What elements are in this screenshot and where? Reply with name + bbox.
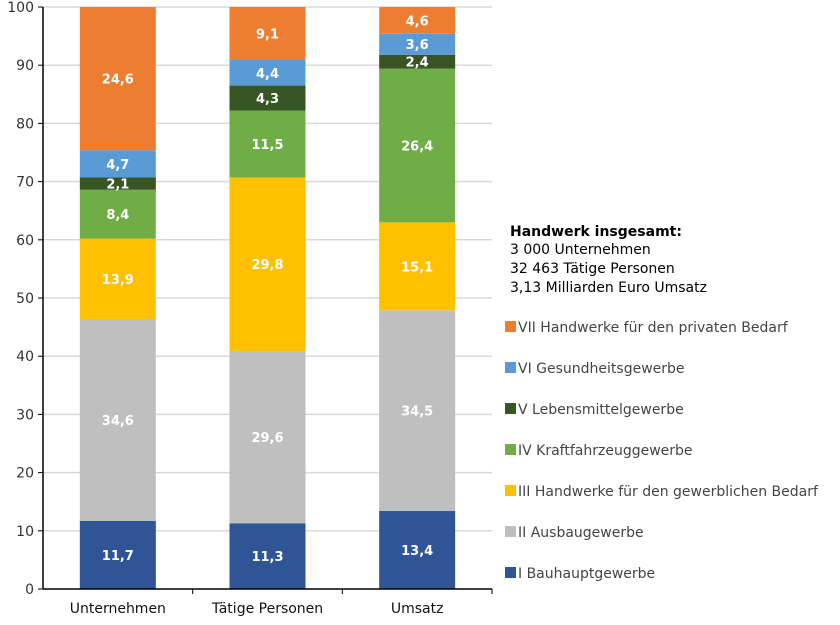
data-label: 24,6 — [102, 73, 134, 88]
legend-swatch — [505, 403, 516, 414]
bar-segment — [229, 59, 306, 86]
summary-title: Handwerk insgesamt: — [510, 224, 682, 240]
legend-label: III Handwerke für den gewerblichen Bedar… — [518, 484, 819, 500]
y-tick-label: 80 — [16, 116, 34, 132]
bar-segment — [229, 523, 306, 589]
legend-swatch — [505, 485, 516, 496]
legend-swatch — [505, 444, 516, 455]
bar-segment — [229, 350, 306, 524]
data-label: 4,3 — [256, 92, 279, 107]
bar-segment — [79, 189, 156, 239]
legend-label: II Ausbaugewerbe — [518, 525, 644, 541]
bars: 11,7 34,6 13,9 8,4 2,1 4,7 24,6 11,3 29,6 29,8 11,… — [79, 7, 456, 589]
data-label: 3,6 — [406, 38, 429, 53]
data-label: 4,7 — [106, 158, 129, 173]
y-tick-label: 60 — [16, 233, 34, 249]
data-label: 8,4 — [106, 208, 129, 223]
bar-segment — [79, 177, 156, 190]
data-label: 2,4 — [406, 56, 429, 71]
bar-segment — [79, 520, 156, 589]
legend-swatch — [505, 526, 516, 537]
axes: 0 10 20 30 40 50 60 70 80 90 100 Unternehmen Tätige … — [7, 0, 493, 617]
summary-line: 3 000 Unternehmen — [510, 242, 651, 258]
data-label: 29,6 — [251, 431, 283, 446]
bar-segment — [79, 238, 156, 320]
y-tick-label: 90 — [16, 58, 34, 74]
x-category-label: Umsatz — [391, 601, 444, 617]
data-label: 4,6 — [406, 14, 429, 29]
bar-segment — [229, 7, 306, 60]
legend-label: I Bauhauptgewerbe — [518, 566, 655, 582]
data-label: 2,1 — [106, 178, 129, 193]
legend-label: VI Gesundheitsgewerbe — [518, 361, 685, 377]
data-label: 34,5 — [401, 405, 433, 420]
y-tick-label: 70 — [16, 175, 34, 191]
legend-swatch — [505, 321, 516, 332]
legend-label: IV Kraftfahrzeuggewerbe — [518, 443, 693, 459]
bar-segment — [379, 68, 456, 223]
y-tick-label: 40 — [16, 349, 34, 365]
data-label: 11,3 — [251, 550, 283, 565]
bar-segment — [229, 177, 306, 351]
bar-segment — [379, 7, 456, 34]
data-label: 26,4 — [401, 140, 433, 155]
y-tick-label: 100 — [7, 0, 34, 16]
x-category-label: Tätige Personen — [211, 601, 323, 617]
y-tick-label: 0 — [25, 582, 34, 598]
bar-segment — [229, 85, 306, 111]
data-label: 11,7 — [102, 549, 134, 564]
summary-box: Handwerk insgesamt: 3 000 Unternehmen 32… — [510, 224, 707, 296]
summary-line: 32 463 Tätige Personen — [510, 261, 675, 277]
legend-label: V Lebensmittelgewerbe — [518, 402, 684, 418]
bar-segment — [379, 33, 456, 55]
y-tick-label: 20 — [16, 466, 34, 482]
legend-swatch — [505, 362, 516, 373]
summary-line: 3,13 Milliarden Euro Umsatz — [510, 280, 707, 296]
legend-swatch — [505, 567, 516, 578]
bar-segment — [379, 511, 456, 589]
data-label: 9,1 — [256, 27, 279, 42]
data-label: 11,5 — [251, 138, 283, 153]
y-tick-label: 50 — [16, 291, 34, 307]
y-tick-label: 30 — [16, 407, 34, 423]
data-label: 29,8 — [251, 258, 283, 273]
bar-segment — [79, 319, 156, 521]
bar-segment — [229, 110, 306, 178]
legend-label: VII Handwerke für den privaten Bedarf — [518, 320, 789, 336]
data-label: 15,1 — [401, 260, 433, 275]
bar-segment — [79, 150, 156, 178]
y-tick-label: 10 — [16, 524, 34, 540]
bar-segment — [379, 310, 456, 512]
bar-segment — [379, 222, 456, 311]
data-label: 4,4 — [256, 67, 279, 82]
data-label: 34,6 — [102, 414, 134, 429]
bar-segment — [379, 54, 456, 69]
data-label: 13,9 — [102, 273, 134, 288]
legend: I Bauhauptgewerbe II Ausbaugewerbe III Han… — [505, 320, 819, 582]
data-label: 13,4 — [401, 544, 433, 559]
x-category-label: Unternehmen — [70, 601, 166, 617]
bar-segment — [79, 7, 156, 151]
